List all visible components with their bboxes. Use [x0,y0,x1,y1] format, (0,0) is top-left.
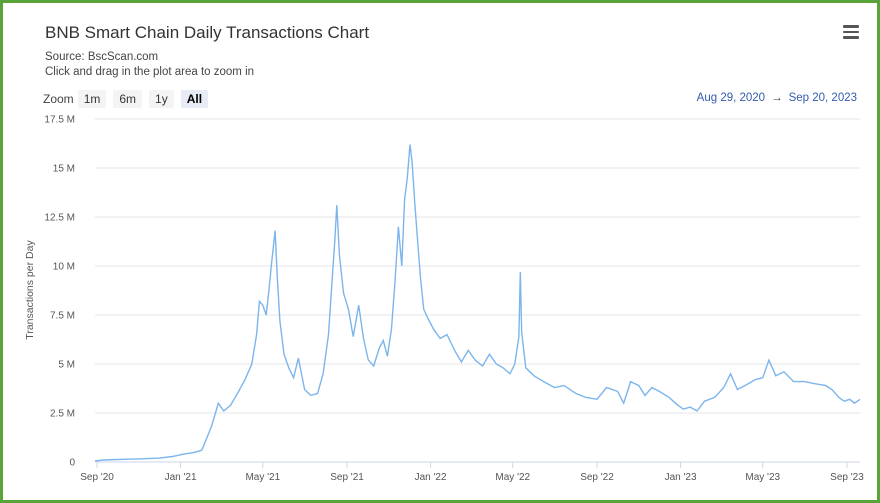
chart-title: BNB Smart Chain Daily Transactions Chart [45,23,370,42]
y-tick-label: 15 M [53,164,75,175]
y-tick-label: 5 M [58,360,75,371]
x-tick-label: May '22 [495,472,530,483]
y-axis-title: Transactions per Day [24,240,36,340]
x-axis-ticks: Sep '20 Jan '21 May '21 Sep '21 Jan '22 May '… [80,462,864,483]
x-tick-label: Jan '21 [165,472,197,483]
x-tick-label: May '23 [745,472,780,483]
zoom-hint-text: Click and drag in the plot area to zoom … [45,66,255,78]
grid-lines [95,118,860,463]
y-tick-label: 0 [69,458,75,469]
zoom-all-button[interactable]: All [180,90,209,108]
zoom-1m-button[interactable]: 1m [77,90,107,108]
range-from[interactable]: Aug 29, 2020 [696,92,766,104]
y-tick-label: 17.5 M [44,115,75,126]
series-line [94,144,861,462]
chart-container: BNB Smart Chain Daily Transactions Chart… [3,3,877,500]
zoom-selector: Zoom 1m 6m 1y All [43,90,215,108]
x-tick-label: Jan '22 [415,472,447,483]
range-to[interactable]: Sep 20, 2023 [788,92,857,104]
y-tick-label: 2.5 M [50,409,75,420]
x-tick-label: Sep '22 [580,472,614,483]
zoom-label: Zoom [43,92,74,106]
x-tick-label: May '21 [245,472,280,483]
y-axis-ticks: 0 2.5 M 5 M 7.5 M 10 M 12.5 M 15 M 17.5 M [44,115,75,469]
range-arrow: → [771,92,783,104]
zoom-6m-button[interactable]: 6m [113,90,143,108]
y-tick-label: 10 M [53,262,75,273]
y-tick-label: 7.5 M [50,311,75,322]
chart-subtitle: Source: BscScan.com Click and drag in th… [45,50,254,80]
date-range: Aug 29, 2020 → Sep 20, 2023 [697,92,857,104]
x-tick-label: Sep '23 [830,472,864,483]
y-tick-label: 12.5 M [44,213,75,224]
x-tick-label: Sep '21 [330,472,364,483]
hamburger-menu-icon[interactable] [843,25,859,39]
zoom-1y-button[interactable]: 1y [149,90,174,108]
x-tick-label: Sep '20 [80,472,114,483]
x-tick-label: Jan '23 [665,472,697,483]
source-text: Source: BscScan.com [45,51,159,63]
